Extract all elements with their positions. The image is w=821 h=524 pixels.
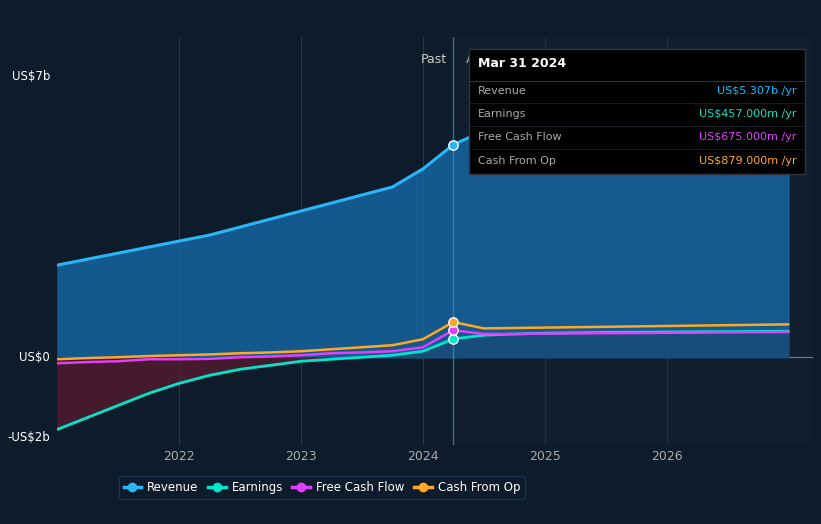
Text: Free Cash Flow: Free Cash Flow [478,133,562,143]
Legend: Revenue, Earnings, Free Cash Flow, Cash From Op: Revenue, Earnings, Free Cash Flow, Cash … [119,476,525,499]
Text: US$7b: US$7b [11,70,50,83]
Point [447,326,460,334]
Text: US$5.307b /yr: US$5.307b /yr [717,86,796,96]
Text: Past: Past [421,53,447,66]
Text: Earnings: Earnings [478,109,527,119]
FancyBboxPatch shape [469,49,805,173]
Bar [453,37,813,445]
Text: Analysts Forecasts: Analysts Forecasts [466,53,582,66]
Text: US$457.000m /yr: US$457.000m /yr [699,109,796,119]
Text: US$879.000m /yr: US$879.000m /yr [699,156,796,166]
Text: Revenue: Revenue [478,86,527,96]
Text: Mar 31 2024: Mar 31 2024 [478,57,566,70]
Text: Cash From Op: Cash From Op [478,156,556,166]
Text: -US$2b: -US$2b [7,431,50,444]
Point [447,140,460,149]
Point [447,318,460,326]
Text: US$0: US$0 [19,351,50,364]
Text: US$675.000m /yr: US$675.000m /yr [699,133,796,143]
Point [447,335,460,343]
